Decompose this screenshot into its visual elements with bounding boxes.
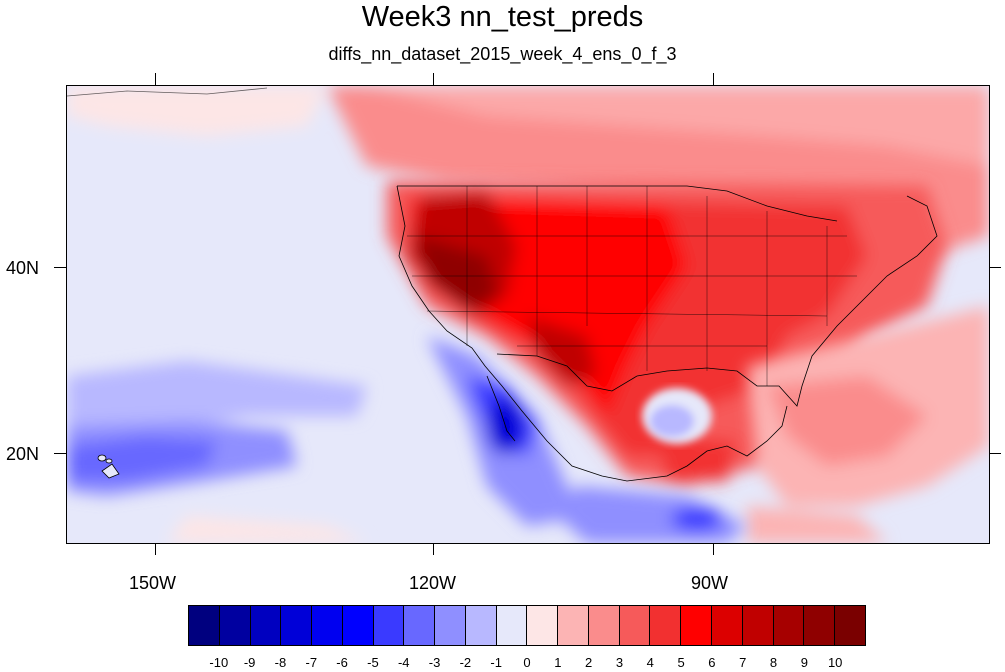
map-panel	[66, 85, 990, 544]
colorbar-label: 4	[646, 655, 654, 670]
lon-label-120w: 120W	[409, 573, 457, 593]
tick-120w-bottom	[433, 543, 434, 555]
hawaii-islands	[97, 454, 120, 479]
cool-anomaly-gulf	[642, 388, 712, 444]
colorbar-label: -3	[428, 655, 441, 670]
colorbar-cell	[558, 606, 589, 645]
us-canada-border	[397, 185, 838, 222]
colorbar-label: -1	[490, 655, 502, 670]
colorbar-cell	[804, 606, 836, 645]
gulf-atlantic-coastline	[636, 195, 938, 407]
tick-150w-bottom	[155, 543, 156, 555]
colorbar-label: -6	[336, 655, 348, 670]
colorbar-label: -5	[367, 655, 379, 670]
colorbar-label: -8	[274, 655, 287, 670]
colorbar-cell	[773, 606, 805, 645]
colorbar-cell	[435, 606, 466, 645]
tick-40n-left	[54, 267, 66, 268]
colorbar-cell	[588, 606, 620, 645]
tick-20n-left	[54, 453, 66, 454]
colorbar-labels: -10 -9 -8 -7 -6 -5 -4 -3 -2 -1 0 1 2 3 4 5 6 7 8 9 10	[0, 656, 1005, 672]
warm-anomaly-atlantic	[747, 306, 989, 543]
lon-label-90w: 90W	[691, 573, 729, 593]
colorbar-cell	[250, 606, 282, 645]
colorbar-label: 0	[523, 655, 531, 670]
pacific-coastline	[396, 185, 788, 482]
baja-peninsula	[486, 375, 516, 442]
tick-150w-top	[155, 73, 156, 85]
colorbar-label: 2	[585, 655, 593, 670]
tick-20n-right	[989, 453, 1001, 454]
colorbar-cell	[404, 606, 436, 645]
colorbar-cell	[189, 606, 220, 645]
colorbar-cell	[219, 606, 251, 645]
colorbar-label: 3	[615, 655, 624, 670]
colorbar-label: 1	[554, 655, 562, 670]
lat-label-20n: 20N	[6, 444, 40, 464]
colorbar-label: -9	[243, 655, 256, 670]
colorbar-label: 7	[739, 655, 747, 670]
colorbar-cell	[342, 606, 374, 645]
alaska-coast	[67, 87, 268, 97]
colorbar-label: -7	[305, 655, 318, 670]
tick-90w-bottom	[713, 543, 714, 555]
tick-90w-top	[713, 73, 714, 85]
colorbar-label: 5	[677, 655, 685, 670]
colorbar-cell	[742, 606, 774, 645]
colorbar-label: -4	[397, 655, 410, 670]
colorbar-label: 10	[827, 655, 843, 670]
us-mexico-border	[496, 353, 638, 392]
colorbar-cell	[712, 606, 743, 645]
lon-label-150w: 150W	[129, 573, 177, 593]
colorbar-cell	[281, 606, 313, 645]
chart-title: Week3 nn_test_preds	[361, 1, 644, 33]
colorbar-label: 8	[769, 655, 778, 670]
colorbar-label: -10	[209, 655, 229, 670]
colorbar-cell	[835, 606, 865, 645]
colorbar-cell	[619, 606, 651, 645]
colorbar	[188, 605, 866, 646]
colorbar-cell	[373, 606, 405, 645]
colorbar-label: 9	[800, 655, 808, 670]
chart-subtitle: diffs_nn_dataset_2015_week_4_ens_0_f_3	[328, 44, 677, 64]
tick-40n-right	[989, 267, 1001, 268]
colorbar-label: -2	[459, 655, 472, 670]
colorbar-label: 6	[708, 655, 716, 670]
colorbar-cell	[496, 606, 528, 645]
colorbar-cell	[650, 606, 682, 645]
colorbar-cell	[312, 606, 343, 645]
colorbar-cell	[681, 606, 713, 645]
temperature-diff-map	[67, 86, 989, 543]
lat-label-40n: 40N	[6, 258, 40, 278]
tick-120w-top	[433, 73, 434, 85]
colorbar-cell	[465, 606, 497, 645]
coastlines	[67, 87, 938, 482]
warm-anomaly-continent	[387, 181, 947, 486]
colorbar-cell	[527, 606, 559, 645]
